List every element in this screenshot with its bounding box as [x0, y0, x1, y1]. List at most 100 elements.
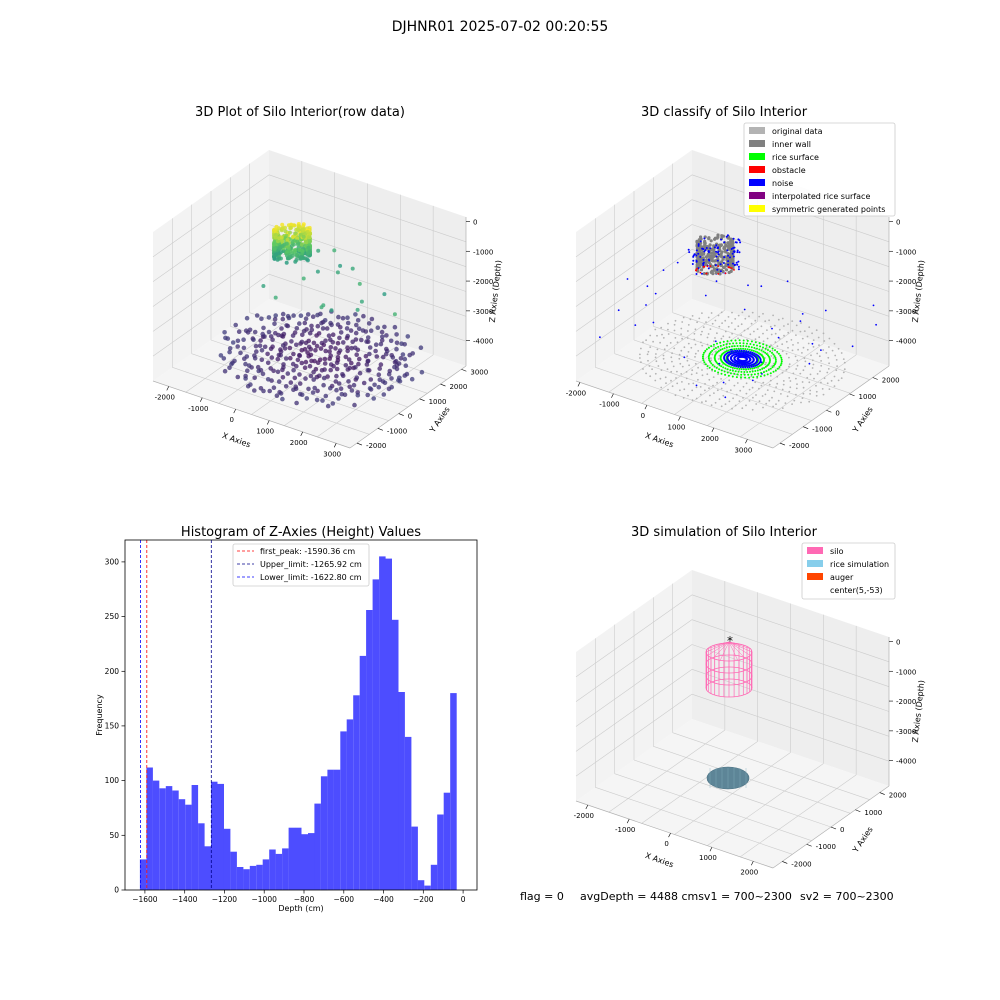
data-point — [320, 398, 325, 403]
data-point — [776, 375, 779, 378]
z-tick-label: 0 — [473, 218, 477, 226]
data-point — [329, 308, 334, 313]
y-tick-label: -2000 — [366, 442, 386, 450]
data-point — [288, 249, 293, 254]
data-point — [708, 366, 711, 369]
data-point — [335, 270, 340, 275]
histogram-bar — [288, 827, 296, 890]
histogram-bar — [450, 693, 457, 890]
data-point — [822, 332, 825, 335]
data-point — [767, 368, 770, 371]
data-point — [769, 372, 772, 375]
data-point — [800, 322, 802, 324]
data-point — [774, 360, 777, 363]
data-point — [776, 382, 779, 385]
y-tick-label: 0 — [840, 826, 844, 834]
data-point — [336, 314, 341, 320]
data-point — [781, 317, 784, 320]
x-tick — [577, 382, 581, 387]
grid-line — [672, 312, 870, 380]
data-point — [338, 330, 344, 335]
data-point — [719, 344, 722, 347]
data-point — [773, 363, 776, 366]
data-point — [328, 367, 334, 373]
data-point — [820, 349, 822, 351]
data-point — [843, 361, 846, 364]
data-point — [872, 304, 875, 307]
data-point — [678, 357, 681, 360]
data-point — [717, 253, 720, 256]
data-point — [787, 323, 789, 326]
y-tick-label: 3000 — [470, 368, 488, 376]
data-point — [647, 359, 649, 362]
data-point — [725, 343, 728, 346]
data-point — [706, 367, 709, 370]
data-point — [712, 343, 715, 346]
data-point — [672, 365, 675, 368]
silo-wire — [707, 641, 730, 649]
data-point — [335, 355, 341, 360]
data-point — [293, 231, 298, 236]
y-tick-label: 2000 — [889, 792, 907, 800]
data-point — [700, 333, 702, 336]
data-point — [278, 347, 283, 352]
data-point — [325, 403, 331, 409]
data-point — [766, 389, 769, 391]
data-point — [749, 343, 752, 345]
data-point — [778, 337, 781, 340]
data-point — [716, 381, 718, 384]
data-point — [660, 369, 663, 371]
data-point — [702, 357, 704, 360]
data-point — [352, 345, 358, 351]
data-point — [315, 388, 320, 394]
data-point — [378, 341, 384, 347]
data-point — [339, 391, 345, 397]
data-point — [314, 397, 320, 403]
data-point — [320, 326, 326, 331]
data-point — [683, 346, 686, 349]
data-point — [751, 351, 754, 354]
data-point — [770, 333, 773, 336]
data-point — [722, 394, 725, 397]
data-point — [244, 354, 250, 359]
data-point — [294, 326, 300, 331]
data-point — [268, 334, 274, 339]
histogram-bar — [359, 655, 367, 890]
data-point — [762, 381, 765, 384]
data-point — [772, 405, 774, 408]
data-point — [769, 375, 772, 377]
histogram-bar — [417, 880, 425, 890]
data-point — [766, 337, 769, 340]
data-point — [649, 375, 652, 378]
data-point — [714, 337, 716, 339]
data-point — [765, 402, 768, 405]
data-point — [392, 324, 398, 330]
y-tick-label: 50 — [109, 831, 119, 840]
data-point — [273, 313, 279, 318]
data-point — [284, 241, 289, 246]
data-point — [730, 248, 733, 250]
legend-swatch — [749, 166, 765, 173]
data-point — [724, 319, 727, 322]
data-point — [735, 365, 738, 368]
data-point — [368, 328, 374, 334]
data-point — [731, 375, 734, 378]
data-point — [741, 352, 743, 355]
data-point — [724, 373, 727, 376]
data-point — [797, 342, 799, 344]
data-point — [280, 343, 286, 348]
data-point — [762, 312, 764, 315]
legend-swatch — [807, 560, 823, 567]
data-point — [730, 322, 733, 324]
data-point — [691, 369, 694, 372]
data-point — [307, 239, 312, 243]
legend-label: Lower_limit: -1622.80 cm — [260, 573, 362, 582]
data-point — [807, 342, 810, 345]
data-point — [835, 369, 838, 372]
data-point — [769, 379, 772, 382]
data-point — [736, 382, 739, 384]
data-point — [300, 332, 305, 338]
data-point — [280, 396, 285, 402]
data-point — [324, 326, 330, 331]
grid-line — [152, 174, 270, 258]
